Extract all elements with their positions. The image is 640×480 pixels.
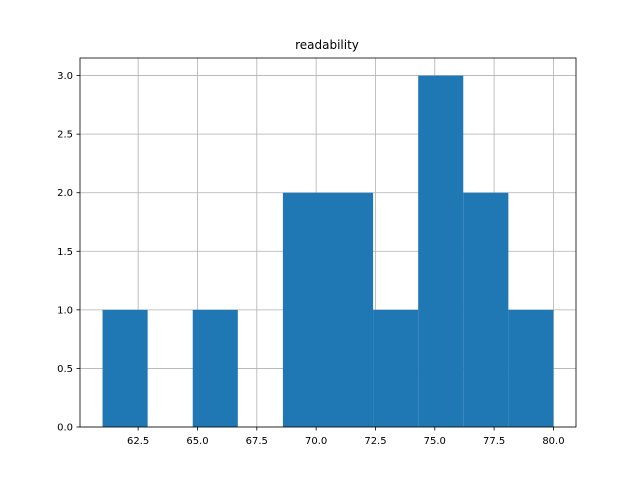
x-tick-label: 77.5 — [483, 436, 505, 447]
y-tick-label: 3.0 — [57, 71, 73, 82]
histogram-bar — [418, 75, 464, 428]
x-tick-label: 75.0 — [424, 436, 446, 447]
chart-title: readability — [295, 38, 359, 52]
y-tick-label: 0.0 — [57, 423, 73, 434]
x-tick-label: 67.5 — [246, 436, 268, 447]
x-tick-label: 72.5 — [364, 436, 386, 447]
y-tick-label: 1.0 — [57, 305, 73, 316]
x-tick-label: 62.5 — [127, 436, 149, 447]
histogram-bar — [102, 309, 148, 427]
y-tick-label: 2.0 — [57, 188, 73, 199]
histogram-bars — [102, 75, 554, 428]
x-tick-label: 80.0 — [542, 436, 564, 447]
y-tick-label: 1.5 — [57, 247, 73, 258]
histogram-bar — [192, 309, 238, 427]
y-tick-label: 0.5 — [57, 364, 73, 375]
tick-marks-and-labels: 62.5 65.0 67.5 70.0 72.5 75.0 77.5 80.0 0.0 0.5 1.… — [57, 71, 564, 447]
x-tick-label: 65.0 — [186, 436, 208, 447]
histogram-bar — [508, 309, 554, 427]
y-tick-label: 2.5 — [57, 130, 73, 141]
x-tick-label: 70.0 — [305, 436, 327, 447]
histogram-bar — [328, 192, 374, 427]
histogram-bar — [282, 192, 328, 427]
histogram-bar — [373, 309, 419, 427]
plot-frame — [79, 57, 577, 428]
axes — [79, 57, 577, 428]
histogram-bar — [463, 192, 509, 427]
